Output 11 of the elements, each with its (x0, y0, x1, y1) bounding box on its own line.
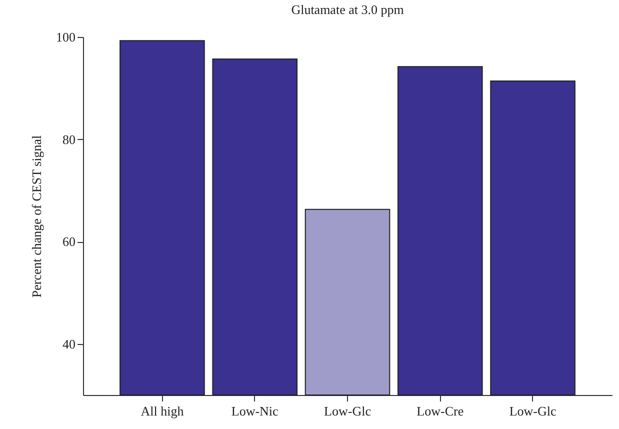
y-axis-title: Percent change of CEST signal (29, 135, 44, 298)
chart-title: Glutamate at 3.0 ppm (291, 2, 404, 17)
y-tick-label: 100 (56, 30, 76, 44)
y-tick-label: 80 (62, 132, 76, 147)
x-tick-label: Low-Glc (509, 404, 556, 418)
x-tick-label: All high (140, 404, 184, 418)
x-tick-label: Low-Nic (231, 404, 279, 418)
y-tick-label: 60 (62, 234, 76, 250)
x-tick-label: Low-Cre (416, 404, 464, 418)
y-tick-label: 40 (62, 336, 76, 352)
x-tick-label: Low-Glc (324, 404, 372, 418)
